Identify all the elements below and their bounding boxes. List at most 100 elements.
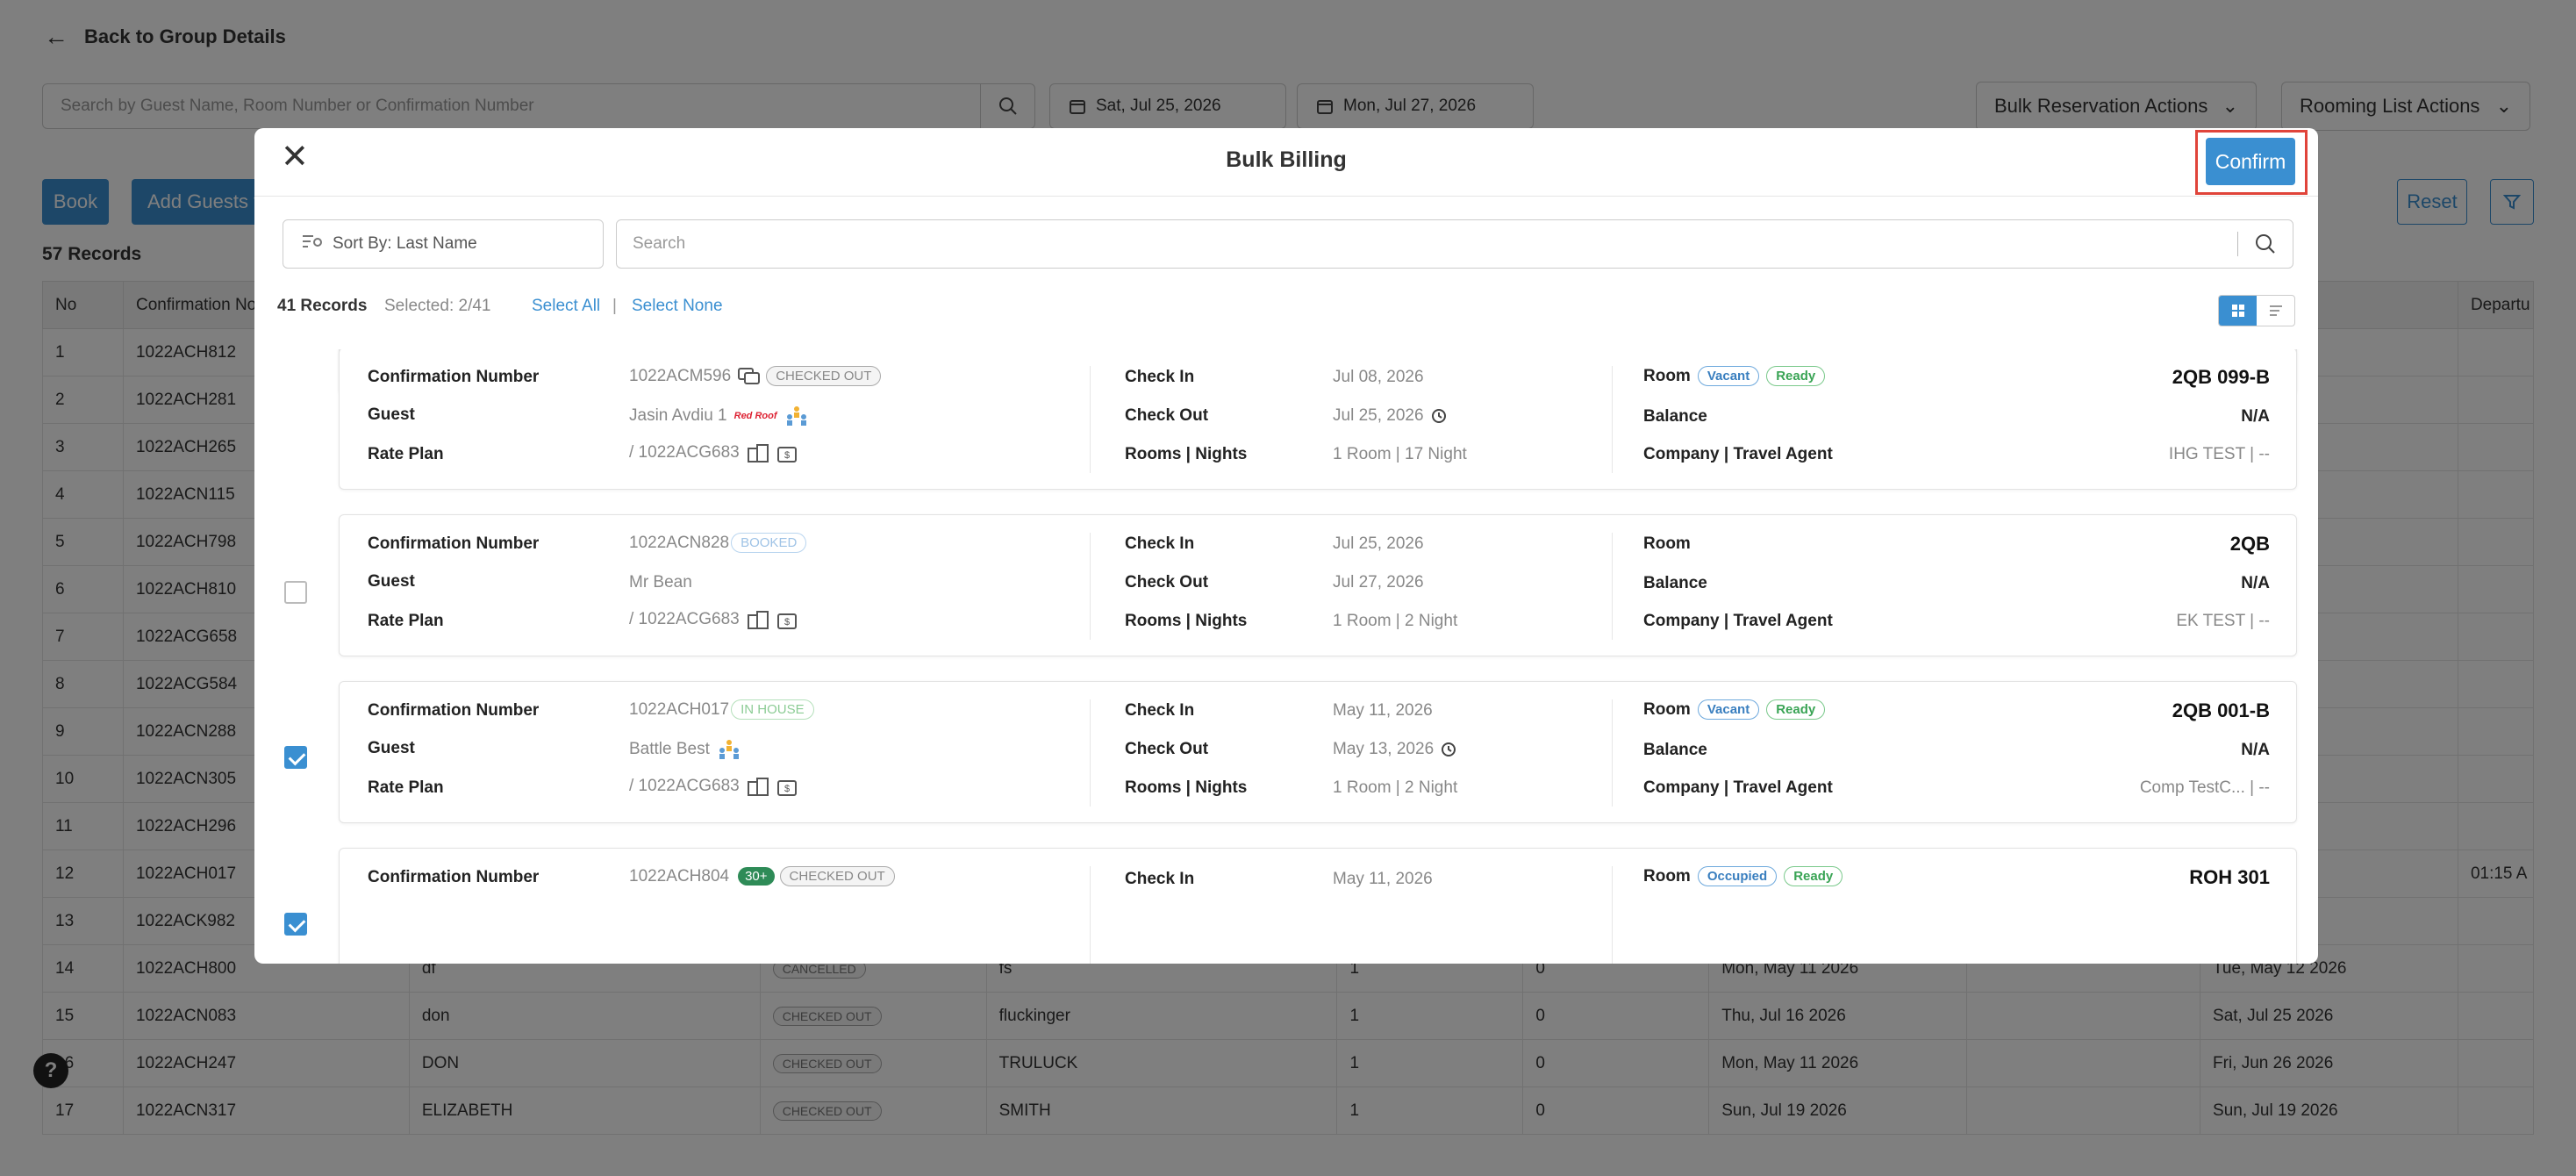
confirmation-label: Confirmation Number [368, 534, 540, 553]
balance-value: N/A [2241, 574, 2270, 592]
building-icon [747, 610, 769, 629]
rooms-nights-value: 1 Room | 2 Night [1333, 778, 1458, 797]
money-bag-icon: $ [776, 610, 798, 629]
rooms-nights-label: Rooms | Nights [1125, 778, 1248, 797]
rate-plan-code: / 1022ACG683 [629, 610, 740, 628]
sort-label: Sort By: Last Name [333, 234, 477, 253]
grid-view-icon[interactable] [2219, 296, 2257, 326]
modal-title: Bulk Billing [1226, 147, 1347, 172]
reservation-card[interactable]: Confirmation Number 1022ACH804 30+ CHECK… [339, 848, 2297, 964]
close-icon[interactable]: ✕ [281, 139, 309, 176]
select-all-link[interactable]: Select All [532, 297, 601, 315]
company-label: Company | Travel Agent [1643, 778, 1833, 797]
vacant-tag: Vacant [1697, 366, 1760, 386]
check-out-value: Jul 27, 2026 [1333, 573, 1424, 592]
status-badge: IN HOUSE [731, 699, 814, 720]
occupied-tag: Occupied [1697, 866, 1778, 886]
confirmation-label: Confirmation Number [368, 868, 540, 886]
guest-value: Battle Best [629, 738, 741, 761]
building-icon [747, 443, 769, 463]
money-bag-icon: $ [776, 443, 798, 463]
search-icon[interactable] [2238, 233, 2293, 255]
confirmation-number: 1022ACH017 [629, 699, 730, 719]
confirm-highlight-box [2195, 130, 2308, 195]
card-divider [1090, 533, 1091, 640]
check-out-value: Jul 25, 2026 [1333, 406, 1447, 426]
confirmation-value: 1022ACH804 30+ CHECKED OUT [629, 866, 895, 886]
modal-records-count: 41 Records [277, 297, 368, 315]
guest-label: Guest [368, 405, 415, 424]
room-number: 2QB 099-B [2172, 366, 2270, 388]
check-out-value: May 13, 2026 [1333, 740, 1456, 759]
check-out-label: Check Out [1125, 740, 1209, 758]
rooms-nights-label: Rooms | Nights [1125, 445, 1248, 463]
rate-plan-label: Rate Plan [368, 778, 444, 797]
modal-search-input[interactable]: Search [616, 219, 2293, 269]
check-in-label: Check In [1125, 701, 1195, 720]
guest-label: Guest [368, 572, 415, 591]
guest-name: Battle Best [629, 740, 710, 758]
status-badge: BOOKED [731, 533, 807, 553]
rate-plan-code: / 1022ACG683 [629, 777, 740, 795]
card-divider [1612, 699, 1613, 807]
card-divider [1090, 699, 1091, 807]
selected-count: Selected: 2/41 [384, 297, 491, 315]
card-divider [1090, 366, 1091, 473]
confirmation-value: 1022ACH017 IN HOUSE [629, 699, 814, 720]
guest-name: Jasin Avdiu 1 [629, 406, 727, 425]
company-value: IHG TEST | -- [2168, 445, 2270, 463]
status-badge: CHECKED OUT [766, 366, 882, 386]
card-divider [1090, 866, 1091, 964]
room-label-row: Room Vacant Ready [1643, 699, 1826, 720]
modal-header: ✕ Bulk Billing Confirm [254, 128, 2318, 197]
card-checkbox[interactable] [284, 746, 307, 769]
sort-by-select[interactable]: Sort By: Last Name [283, 219, 604, 269]
card-checkbox[interactable] [284, 581, 307, 604]
check-in-label: Check In [1125, 870, 1195, 888]
svg-text:$: $ [784, 784, 790, 794]
list-view-icon[interactable] [2257, 296, 2294, 326]
check-out-date: May 13, 2026 [1333, 740, 1435, 758]
red-roof-logo: Red Roof [734, 411, 777, 421]
svg-text:$: $ [784, 617, 790, 627]
select-none-link[interactable]: Select None [632, 297, 723, 315]
check-out-label: Check Out [1125, 573, 1209, 592]
rate-plan-label: Rate Plan [368, 445, 444, 463]
company-value: EK TEST | -- [2176, 612, 2270, 630]
reservation-card-list[interactable]: Confirmation Number Guest Rate Plan 1022… [254, 349, 2318, 964]
room-label-row: Room Vacant Ready [1643, 366, 1826, 386]
check-in-value: May 11, 2026 [1333, 701, 1433, 720]
vacant-tag: Vacant [1697, 699, 1760, 720]
rate-plan-code: / 1022ACG683 [629, 443, 740, 462]
rooms-nights-value: 1 Room | 2 Night [1333, 612, 1458, 630]
room-label: Room [1643, 866, 1691, 886]
balance-value: N/A [2241, 407, 2270, 426]
balance-value: N/A [2241, 741, 2270, 759]
reservation-card[interactable]: Confirmation Number Guest Rate Plan 1022… [339, 514, 2297, 656]
chat-icon[interactable] [738, 367, 761, 385]
confirmation-number: 1022ACH804 [629, 866, 730, 886]
room-label-row: Room Occupied Ready [1643, 866, 1843, 886]
link-separator: | [612, 297, 617, 315]
card-divider [1612, 533, 1613, 640]
check-in-label: Check In [1125, 534, 1195, 553]
reservation-card[interactable]: Confirmation Number Guest Rate Plan 1022… [339, 349, 2297, 490]
company-label: Company | Travel Agent [1643, 445, 1833, 463]
rooms-nights-label: Rooms | Nights [1125, 612, 1248, 630]
room-number: ROH 301 [2189, 866, 2270, 888]
modal-search-placeholder: Search [633, 234, 686, 253]
reservation-card[interactable]: Confirmation Number Guest Rate Plan 1022… [339, 681, 2297, 823]
confirmation-value: 1022ACN828 BOOKED [629, 533, 807, 553]
company-label: Company | Travel Agent [1643, 612, 1833, 630]
group-people-icon [784, 405, 809, 427]
room-label: Room [1643, 699, 1691, 719]
building-icon [747, 777, 769, 796]
group-people-icon [717, 738, 741, 761]
red-roof-logo-text: Red Roof [733, 411, 777, 421]
confirm-button[interactable]: Confirm [2206, 138, 2295, 185]
stay-count-badge: 30+ [738, 867, 775, 886]
card-checkbox[interactable] [284, 913, 307, 936]
confirmation-label: Confirmation Number [368, 368, 540, 386]
sort-icon [303, 234, 322, 254]
check-in-value: Jul 25, 2026 [1333, 534, 1424, 553]
